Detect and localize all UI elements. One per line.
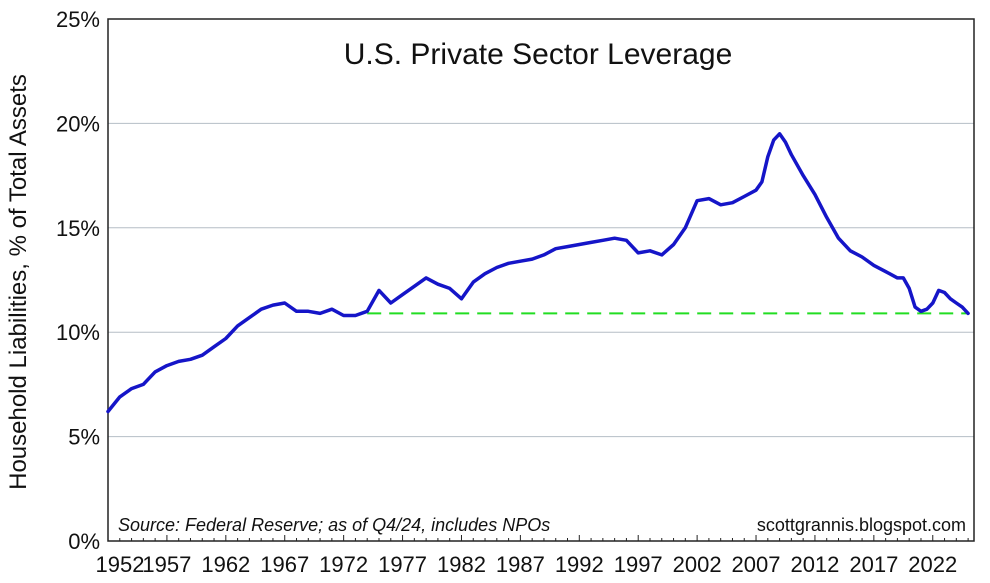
y-tick-label: 25%: [56, 7, 100, 32]
y-tick-label: 0%: [68, 529, 100, 554]
x-tick-label: 1987: [496, 552, 545, 577]
y-tick-label: 15%: [56, 216, 100, 241]
x-tick-label: 1982: [437, 552, 486, 577]
x-tick-label: 1997: [614, 552, 663, 577]
chart-title: U.S. Private Sector Leverage: [344, 38, 733, 71]
x-tick-label: 1952: [96, 552, 145, 577]
x-tick-label: 1977: [378, 552, 427, 577]
gridlines: [108, 122, 974, 438]
x-tick-label: 2002: [673, 552, 722, 577]
x-tick-label: 1962: [201, 552, 250, 577]
y-tick-label: 20%: [56, 111, 100, 136]
y-tick-label: 5%: [68, 425, 100, 450]
plot-area-border: [107, 18, 975, 542]
x-tick-label: 2017: [849, 552, 898, 577]
watermark: scottgrannis.blogspot.com: [757, 515, 966, 535]
y-tick-label: 10%: [56, 320, 100, 345]
source-note: Source: Federal Reserve; as of Q4/24, in…: [118, 515, 550, 535]
x-tick-label: 2022: [908, 552, 957, 577]
series-line-household-liabilities: [106, 132, 970, 414]
x-tick-label: 1992: [555, 552, 604, 577]
x-tick-label: 2012: [790, 552, 839, 577]
x-tick-label: 2007: [732, 552, 781, 577]
x-tick-label: 1957: [142, 552, 191, 577]
y-tick-labels: 0% 5% 10% 15% 20% 25%: [56, 7, 100, 554]
x-tick-label: 1972: [319, 552, 368, 577]
x-tick-label: 1967: [260, 552, 309, 577]
y-axis-label: Household Liabilities, % of Total Assets: [5, 74, 32, 490]
